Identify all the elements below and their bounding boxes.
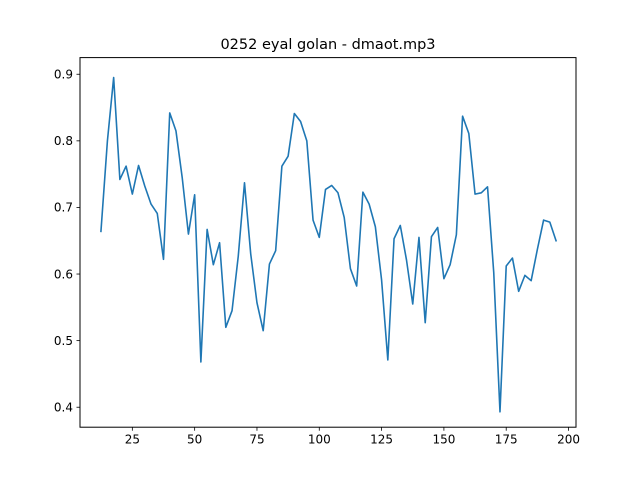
y-tick-label: 0.9 xyxy=(54,68,73,82)
axes-frame xyxy=(79,57,577,428)
x-tick-label: 100 xyxy=(308,433,331,447)
x-tick-label: 25 xyxy=(125,433,140,447)
y-tick-label: 0.5 xyxy=(54,334,73,348)
x-tick-label: 200 xyxy=(557,433,580,447)
series-line xyxy=(100,76,558,413)
plot-area xyxy=(100,76,558,413)
chart-title: 0252 eyal golan - dmaot.mp3 xyxy=(220,37,435,53)
y-tick-label: 0.8 xyxy=(54,134,73,148)
y-tick-label: 0.4 xyxy=(54,401,73,415)
x-tick-label: 175 xyxy=(495,433,518,447)
x-tick-label: 125 xyxy=(370,433,393,447)
x-tick-label: 50 xyxy=(187,433,202,447)
x-tick-label: 150 xyxy=(432,433,455,447)
y-tick-label: 0.6 xyxy=(54,267,73,281)
y-tick-label: 0.7 xyxy=(54,201,73,215)
x-axis: 25 50 75 100 125 150 175 200 xyxy=(125,427,580,447)
y-axis: 0.4 0.5 0.6 0.7 0.8 0.9 xyxy=(54,68,80,415)
x-tick-label: 75 xyxy=(249,433,264,447)
